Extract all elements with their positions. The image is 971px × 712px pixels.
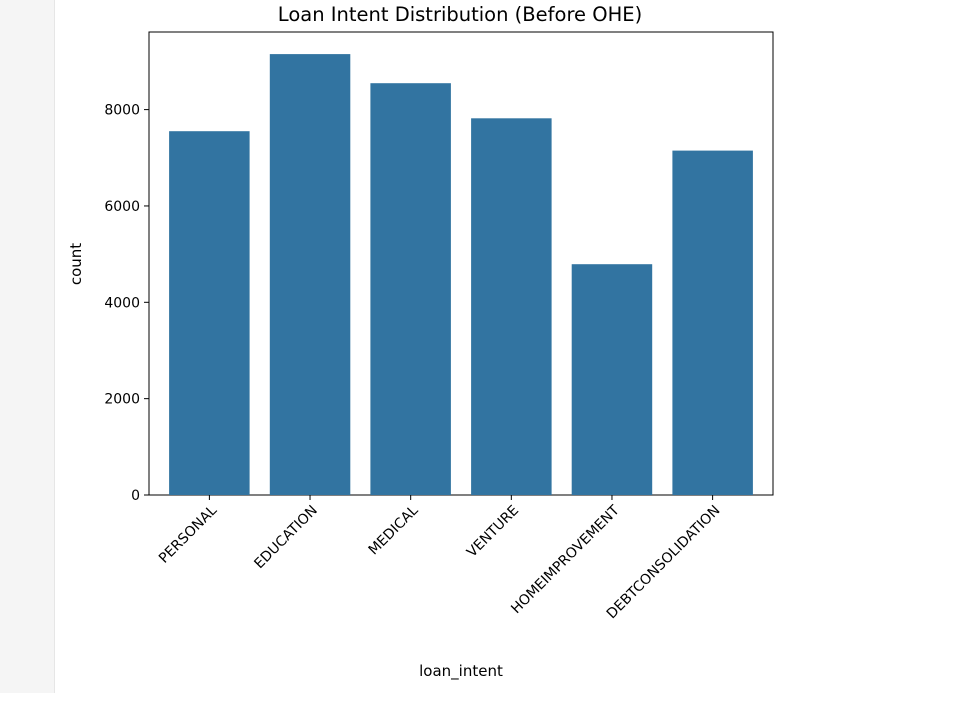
x-tick-label: MEDICAL xyxy=(366,502,422,558)
bars-group xyxy=(169,54,753,496)
x-tick-label: EDUCATION xyxy=(251,503,321,573)
bar-education xyxy=(269,54,351,495)
x-tick-label: HOMEIMPROVEMENT xyxy=(508,502,623,617)
bar-personal xyxy=(169,131,250,495)
plot-frame xyxy=(148,31,774,496)
cell-gutter xyxy=(0,0,55,693)
y-tick-label: 0 xyxy=(131,488,140,504)
y-tick-label: 2000 xyxy=(104,392,140,408)
y-axis-label: count xyxy=(67,243,85,285)
chart-title: Loan Intent Distribution (Before OHE) xyxy=(278,3,642,26)
x-axis: PERSONAL EDUCATION MEDICAL VENTUREHOMEIMPRO… xyxy=(156,495,723,622)
x-tick-label: VENTURE xyxy=(464,503,522,561)
bar-debtconsolidation xyxy=(672,150,753,495)
bar-medical xyxy=(370,83,451,495)
bar-homeimprovement xyxy=(571,264,653,495)
y-axis: 0 2000 4000 6000 8000 xyxy=(104,103,149,504)
y-tick-label: 8000 xyxy=(104,103,140,119)
x-axis-label: loan_intent xyxy=(419,662,503,681)
y-tick-label: 6000 xyxy=(104,199,140,215)
x-tick-label: DEBTCONSOLIDATION xyxy=(604,503,724,623)
x-tick-label: PERSONAL xyxy=(156,502,220,566)
bar-venture xyxy=(471,118,552,496)
y-tick-label: 4000 xyxy=(104,295,140,311)
